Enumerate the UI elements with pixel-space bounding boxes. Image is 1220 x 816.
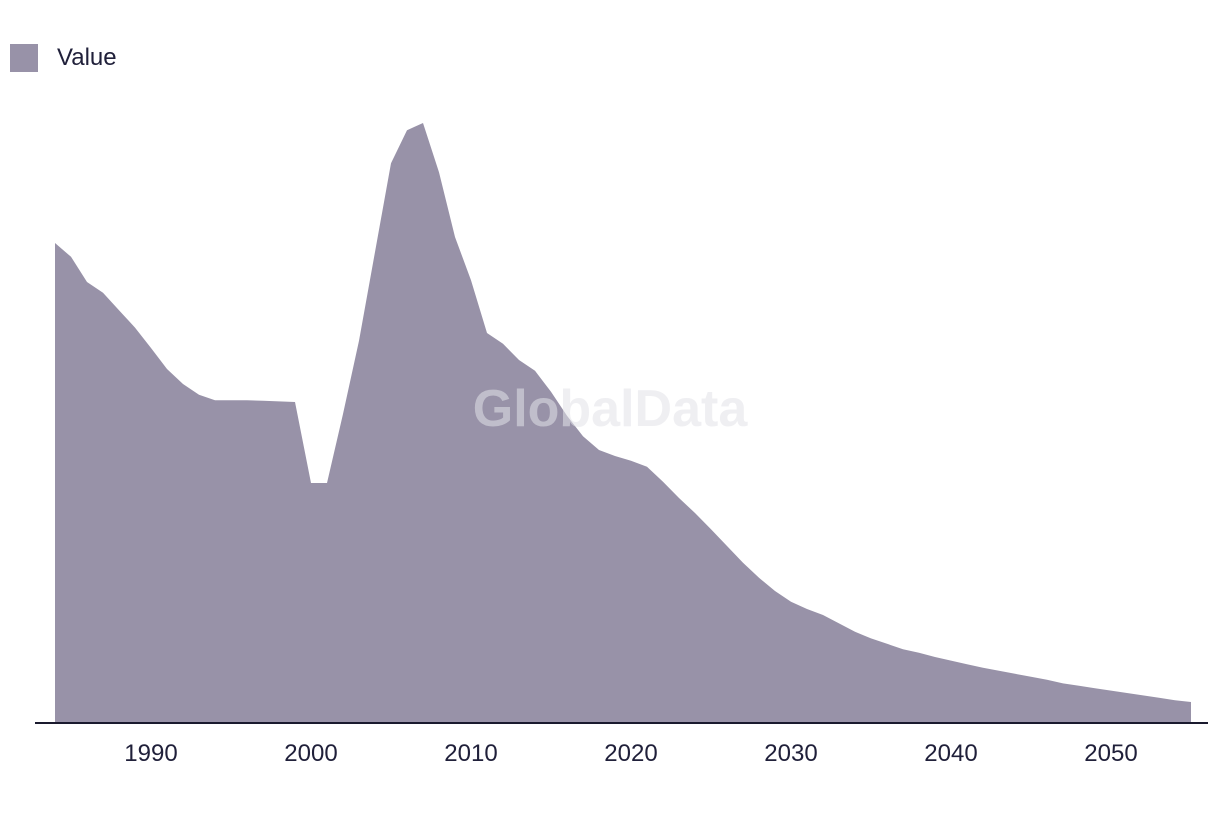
x-tick-label: 1990 <box>124 740 178 767</box>
x-tick-label: 2020 <box>604 740 658 767</box>
x-tick-label: 2010 <box>444 740 498 767</box>
x-tick-label: 2040 <box>924 740 978 767</box>
x-tick-label: 2000 <box>284 740 338 767</box>
x-tick-label: 2050 <box>1084 740 1138 767</box>
value-area-series[interactable] <box>55 123 1191 723</box>
legend-label: Value <box>57 44 117 71</box>
legend-swatch <box>10 44 38 72</box>
x-tick-label: 2030 <box>764 740 818 767</box>
legend: Value <box>10 44 117 72</box>
